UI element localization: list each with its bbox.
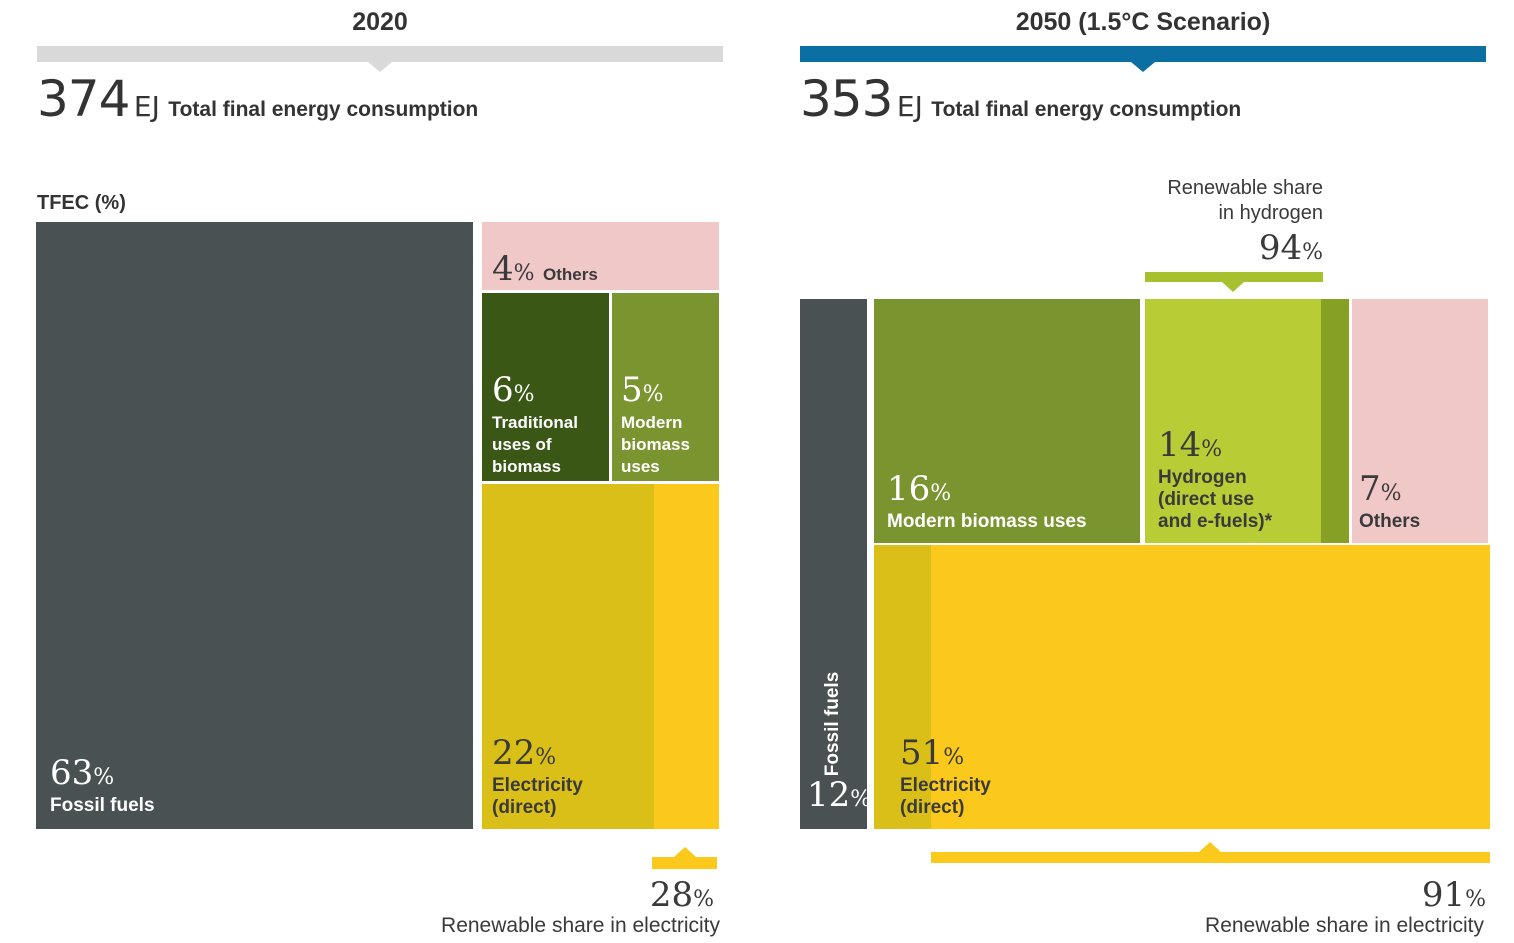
percent-sign: % bbox=[1201, 437, 1223, 462]
segment-label-line2: biomass bbox=[621, 435, 690, 454]
segment-label: Fossil fuels bbox=[822, 671, 843, 777]
segment-label-line1: Modern bbox=[621, 413, 683, 432]
label-line1: Renewable share bbox=[1167, 177, 1323, 199]
segment-label: Others bbox=[1359, 511, 1421, 532]
renewable-share-2050-notch bbox=[1199, 842, 1221, 852]
percent-sign: % bbox=[642, 382, 664, 407]
percent-sign: % bbox=[513, 261, 535, 286]
panel-2050-title: 2050 (1.5°C Scenario) bbox=[1015, 8, 1271, 36]
segment-2020-fossil-fuels: 63% Fossil fuels bbox=[36, 222, 473, 829]
percent-sign: % bbox=[1302, 240, 1323, 265]
percent-sign: % bbox=[693, 887, 714, 912]
segment-value-number: 22 bbox=[492, 733, 536, 773]
segment-value-number: 5 bbox=[621, 370, 643, 410]
percent-sign: % bbox=[93, 765, 115, 790]
renewable-share-2020-marker bbox=[652, 857, 717, 869]
segment-2050-hydrogen: 14% Hydrogen (direct use and e-fuels)* bbox=[1145, 299, 1349, 543]
total-label-2020: Total final energy consumption bbox=[168, 98, 479, 121]
segment-label: Fossil fuels bbox=[50, 795, 155, 816]
percent-sign: % bbox=[1380, 481, 1402, 506]
segment-label-line2: (direct use bbox=[1158, 489, 1255, 510]
segment-2020-others: 4% Others bbox=[482, 222, 719, 290]
share-value-number: 91 bbox=[1421, 875, 1466, 915]
segment-label: Others bbox=[543, 265, 598, 284]
percent-sign: % bbox=[513, 382, 535, 407]
renewable-share-hydrogen-marker bbox=[1145, 272, 1323, 282]
panel-2050-header-bar bbox=[800, 46, 1486, 62]
renewable-share-hydrogen-notch bbox=[1222, 282, 1244, 292]
percent-sign: % bbox=[930, 481, 952, 506]
segment-label-line1: Electricity bbox=[492, 775, 583, 796]
renewable-share-2050-value: 91% bbox=[1422, 875, 1486, 915]
panel-2050-header-notch bbox=[1131, 62, 1155, 72]
panel-2020-total: 374 EJ Total final energy consumption bbox=[37, 70, 478, 128]
segment-2050-hydrogen-nonrenewable bbox=[1321, 299, 1349, 543]
percent-sign: % bbox=[535, 745, 557, 770]
segment-value-number: 12 bbox=[807, 775, 851, 815]
segment-2050-others: 7% Others bbox=[1352, 299, 1488, 543]
segment-2020-electricity-renewable bbox=[654, 484, 719, 829]
segment-2020-traditional-biomass: 6% Traditional uses of biomass bbox=[482, 293, 609, 481]
share-value-number: 94 bbox=[1258, 228, 1303, 268]
segment-value-number: 14 bbox=[1158, 425, 1202, 465]
renewable-share-2020-label: Renewable share in electricity bbox=[441, 914, 720, 937]
tfec-axis-label: TFEC (%) bbox=[37, 192, 126, 214]
segment-label-line1: Traditional bbox=[492, 413, 578, 432]
segment-value-number: 6 bbox=[492, 370, 514, 410]
segment-value: 63% bbox=[50, 756, 155, 795]
panel-2050-total: 353 EJ Total final energy consumption bbox=[800, 70, 1241, 128]
renewable-share-2020-notch bbox=[674, 847, 696, 857]
total-unit-2050: EJ bbox=[896, 90, 923, 123]
share-value-number: 28 bbox=[649, 875, 694, 915]
renewable-share-hydrogen-value: 94% bbox=[1100, 228, 1323, 268]
panel-2020-title: 2020 bbox=[352, 8, 408, 36]
panel-2020-header-notch bbox=[368, 62, 392, 72]
segment-label-line1: Hydrogen bbox=[1158, 467, 1247, 488]
segment-2050-modern-biomass: 16% Modern biomass uses bbox=[874, 299, 1140, 543]
segment-label-line3: uses bbox=[621, 457, 660, 476]
segment-value-number: 63 bbox=[50, 753, 94, 793]
segment-label-line3: biomass bbox=[492, 457, 561, 476]
total-label-2050: Total final energy consumption bbox=[931, 98, 1242, 121]
renewable-share-hydrogen-label: Renewable share in hydrogen bbox=[1100, 176, 1323, 226]
segment-2020-electricity: 22% Electricity (direct) bbox=[482, 484, 719, 829]
renewable-share-2050-marker bbox=[931, 852, 1490, 863]
segment-2050-electricity-nonrenewable bbox=[874, 545, 931, 829]
total-unit-2020: EJ bbox=[133, 90, 160, 123]
segment-label: Modern biomass uses bbox=[887, 511, 1087, 532]
segment-value-number: 51 bbox=[900, 733, 944, 773]
total-value-2020: 374 bbox=[37, 70, 130, 128]
total-value-2050: 353 bbox=[800, 70, 893, 128]
segment-label-line2: (direct) bbox=[492, 797, 557, 818]
segment-value-number: 7 bbox=[1359, 469, 1381, 509]
segment-value-number: 4 bbox=[492, 249, 514, 289]
label-line2: in hydrogen bbox=[1218, 202, 1323, 224]
segment-2050-fossil-fuels: Fossil fuels 12% bbox=[800, 299, 871, 829]
segment-label-line1: Electricity bbox=[900, 775, 991, 796]
segment-label-line3: and e-fuels)* bbox=[1158, 511, 1273, 532]
segment-label-line2: (direct) bbox=[900, 797, 965, 818]
percent-sign: % bbox=[1465, 887, 1486, 912]
segment-2020-modern-biomass: 5% Modern biomass uses bbox=[612, 293, 719, 481]
panel-2020-header-bar bbox=[37, 46, 723, 62]
renewable-share-2020-value: 28% bbox=[650, 875, 714, 915]
renewable-share-2050-label: Renewable share in electricity bbox=[1205, 914, 1484, 937]
percent-sign: % bbox=[850, 787, 872, 812]
segment-value-number: 16 bbox=[887, 469, 931, 509]
segment-2050-electricity: 51% Electricity (direct) bbox=[874, 545, 1490, 829]
segment-label-line2: uses of bbox=[492, 435, 552, 454]
percent-sign: % bbox=[943, 745, 965, 770]
